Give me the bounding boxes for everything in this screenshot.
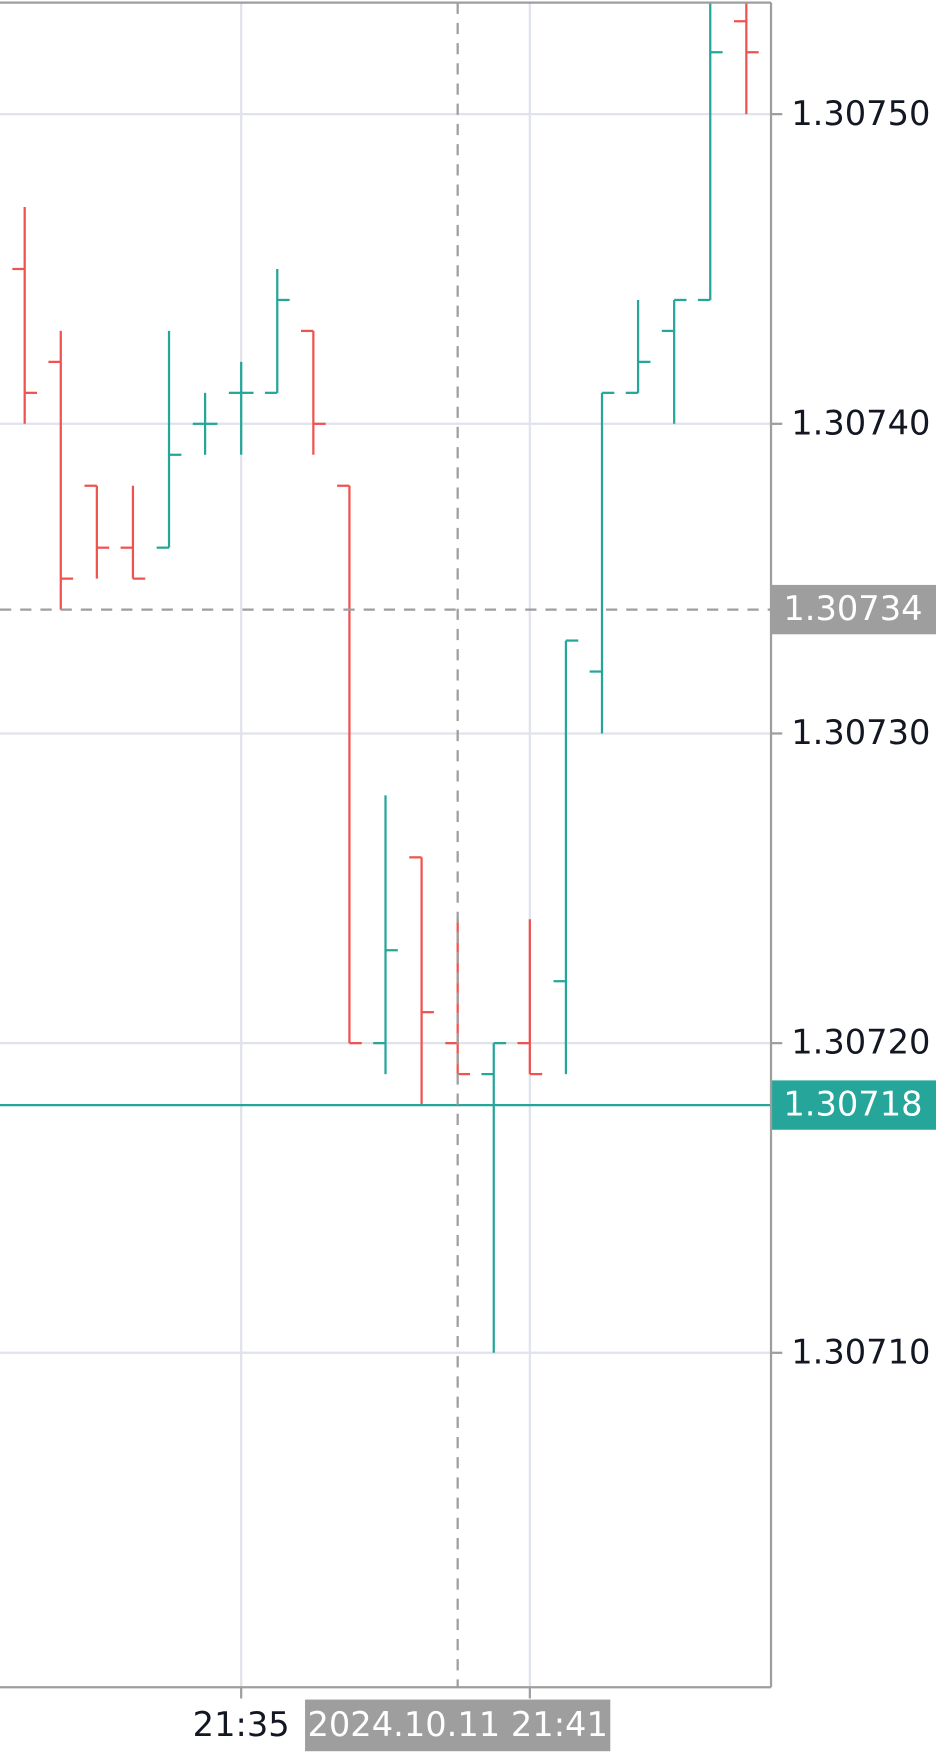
ohlc-bar: [120, 485, 146, 580]
ohlc-bar: [264, 268, 290, 394]
bars: [12, 2, 759, 1353]
ohlc-bar: [481, 1042, 507, 1353]
crosshair-time-box: [305, 1699, 611, 1752]
y-tick-label: 1.30740: [791, 403, 930, 442]
ohlc-bar: [337, 484, 362, 1045]
ohlc-bar: [12, 207, 38, 424]
ohlc-bar: [48, 330, 74, 610]
ohlc-bar: [156, 330, 182, 549]
x-tick-label: 21:35: [193, 1705, 290, 1744]
ohlc-bar: [301, 329, 326, 455]
y-tick-label: 1.30730: [791, 713, 930, 752]
crosshair-price-label: 1.30734: [783, 589, 922, 628]
ohlc-bar: [192, 392, 218, 455]
ohlc-bar: [228, 361, 254, 455]
ohlc-bar: [553, 639, 579, 1075]
ohlc-bar: [373, 795, 398, 1075]
price-line-label-box: [771, 1080, 936, 1130]
ohlc-bar: [733, 2, 759, 115]
ohlc-bar: [84, 484, 110, 579]
crosshair-time-label: 2024.10.11 21:41: [307, 1705, 607, 1744]
y-tick-label: 1.30720: [791, 1023, 930, 1062]
y-tick-label: 1.30710: [791, 1332, 930, 1371]
price-line-label: 1.30718: [783, 1085, 922, 1124]
ohlc-bar: [697, 2, 723, 302]
ohlc-bar: [409, 856, 434, 1106]
ohlc-bar: [589, 391, 615, 734]
y-tick-label: 1.30750: [791, 94, 930, 133]
ohlc-bar: [625, 299, 651, 394]
ohlc-bar: [517, 919, 543, 1076]
ohlc-bar: [661, 298, 687, 424]
crosshair-price-box: [771, 584, 936, 635]
